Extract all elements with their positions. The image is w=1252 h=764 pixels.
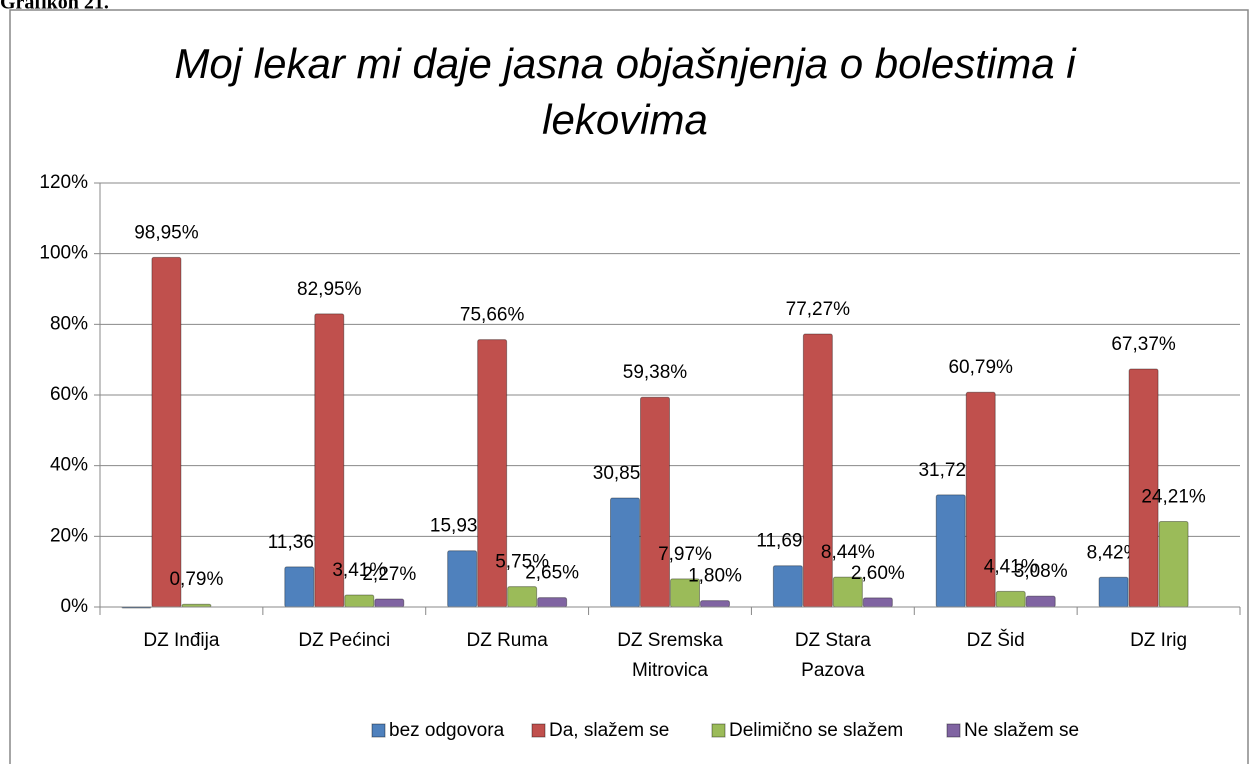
- y-tick-label: 40%: [50, 455, 88, 476]
- bar: [344, 594, 375, 608]
- data-label: 4,41%: [984, 556, 1038, 577]
- legend-swatch: [531, 723, 546, 738]
- bar: [1098, 576, 1129, 608]
- y-tick-label: 80%: [50, 313, 88, 334]
- bar: [537, 597, 568, 608]
- bar: [1025, 595, 1056, 608]
- data-label: 2,60%: [851, 563, 905, 584]
- data-label: 24,21%: [1141, 486, 1206, 507]
- x-tick-label: DZ Inđija: [143, 630, 220, 651]
- bar: [151, 256, 182, 608]
- data-label: 8,44%: [821, 542, 875, 563]
- data-label: 2,27%: [362, 564, 416, 585]
- bar: [374, 598, 405, 608]
- chart-title: Moj lekar mi daje jasna objašnjenja o bo…: [174, 40, 1076, 143]
- x-tick-label: DZ Šid: [966, 630, 1025, 651]
- bar: [772, 565, 803, 608]
- data-label: 7,97%: [658, 544, 712, 565]
- caption: Grafikon 21.: [0, 0, 109, 14]
- data-label: 3,08%: [1014, 561, 1068, 582]
- bar: [1158, 520, 1189, 608]
- data-label: 0,79%: [169, 569, 223, 590]
- data-label: 59,38%: [623, 362, 688, 383]
- data-label: 8,42%: [1087, 542, 1141, 563]
- y-tick-label: 60%: [50, 384, 88, 405]
- legend-swatch: [946, 723, 961, 738]
- chart-border: [9, 9, 1249, 764]
- y-tick-label: 100%: [39, 243, 88, 264]
- x-tick-label: DZ Irig: [1130, 630, 1188, 651]
- bar: [610, 497, 640, 608]
- bar: [935, 494, 966, 608]
- bar: [447, 550, 478, 608]
- x-tick-label: DZ Ruma: [466, 630, 548, 651]
- x-tick-label: DZ Pećinci: [298, 630, 391, 651]
- data-label: 3,41%: [332, 560, 386, 581]
- legend-swatch: [371, 723, 386, 738]
- bar: [802, 333, 833, 608]
- bar: [507, 586, 538, 608]
- bar: [995, 590, 1026, 608]
- y-tick-label: 0%: [61, 596, 89, 617]
- data-label: 98,95%: [134, 222, 199, 243]
- x-tick-label: DZ Stara Pazova: [794, 630, 871, 681]
- bar: [640, 396, 670, 608]
- data-label: 67,37%: [1111, 334, 1176, 355]
- legend-label: Ne slažem se: [964, 720, 1079, 741]
- data-label: 75,66%: [460, 305, 525, 326]
- bar: [284, 566, 315, 608]
- data-label: 2,65%: [525, 563, 579, 584]
- data-label: 82,95%: [297, 279, 362, 300]
- data-label: 1,80%: [688, 566, 742, 587]
- legend-label: Delimično se slažem: [729, 720, 903, 741]
- bar: [700, 600, 730, 608]
- bar: [862, 597, 893, 608]
- legend-swatch: [711, 723, 726, 738]
- y-tick-label: 120%: [39, 172, 88, 193]
- data-label: 5,75%: [495, 552, 549, 573]
- x-tick-label: DZ Sremska Mitrovica: [617, 630, 723, 681]
- y-tick-label: 20%: [50, 525, 88, 546]
- data-label: 60,79%: [948, 357, 1013, 378]
- legend-label: Da, slažem se: [549, 720, 669, 741]
- data-label: 77,27%: [786, 299, 851, 320]
- legend-label: bez odgovora: [389, 720, 505, 741]
